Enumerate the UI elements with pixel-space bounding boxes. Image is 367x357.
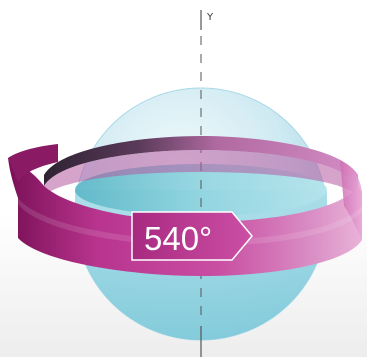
ribbon-inner-band bbox=[44, 150, 358, 196]
ribbon-back bbox=[44, 136, 358, 186]
water-surface bbox=[75, 164, 327, 216]
ribbon-right-end bbox=[340, 160, 362, 240]
ribbon-highlight bbox=[18, 198, 362, 246]
y-axis-label: Y bbox=[206, 12, 214, 23]
ribbon-front bbox=[8, 158, 362, 276]
rotation-arrow bbox=[131, 211, 253, 261]
rotation-angle-label: 540° bbox=[144, 220, 212, 257]
ribbon-left-end bbox=[8, 144, 58, 182]
